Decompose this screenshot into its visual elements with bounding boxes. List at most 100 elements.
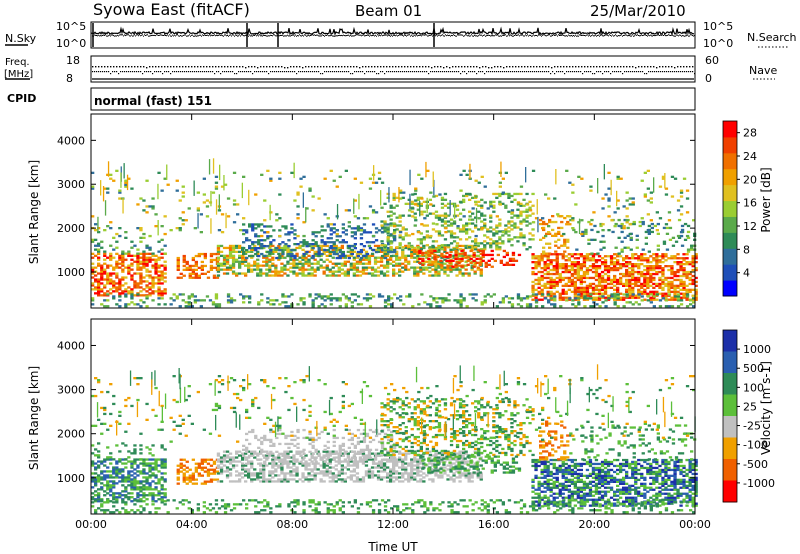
range-cell	[121, 476, 125, 479]
range-cell	[112, 248, 116, 251]
range-cell	[359, 243, 364, 246]
range-cell	[182, 264, 186, 268]
range-cell	[124, 458, 128, 461]
range-cell	[343, 262, 347, 265]
range-cell	[194, 482, 198, 485]
range-cell	[226, 295, 231, 298]
range-cell	[127, 450, 131, 453]
range-cell	[670, 268, 674, 272]
range-cell	[622, 274, 626, 278]
range-cell	[446, 274, 450, 277]
range-cell	[458, 248, 463, 251]
range-cell	[495, 242, 499, 245]
range-cell	[205, 295, 210, 298]
range-cell	[331, 450, 335, 453]
range-cell	[368, 305, 373, 308]
range-cell	[398, 256, 402, 259]
range-cell	[416, 462, 420, 465]
range-cell	[169, 297, 173, 300]
range-cell	[613, 303, 617, 306]
range-cell	[452, 472, 456, 475]
range-cell	[163, 276, 167, 279]
range-cell	[244, 474, 248, 477]
range-cell	[91, 238, 95, 241]
range-cell	[501, 299, 505, 302]
range-cell	[452, 478, 456, 481]
range-cell	[528, 206, 532, 209]
range-cell	[248, 225, 252, 228]
range-cell	[343, 260, 347, 263]
range-cell	[416, 196, 420, 199]
range-cell	[446, 478, 450, 481]
range-cell	[537, 265, 541, 268]
range-cell	[396, 297, 400, 300]
range-cell	[559, 305, 563, 308]
range-cell	[658, 261, 662, 264]
range-cell	[423, 217, 427, 220]
range-cell	[646, 286, 650, 289]
range-cell	[428, 266, 432, 269]
range-cell	[383, 228, 387, 231]
range-cell	[370, 268, 375, 271]
range-cell	[373, 256, 378, 259]
range-cell	[244, 456, 248, 459]
range-cell	[296, 191, 300, 194]
range-cell	[413, 248, 417, 251]
range-cell	[191, 268, 195, 271]
range-cell	[667, 286, 671, 289]
range-cell	[356, 250, 361, 254]
range-cell	[229, 299, 234, 302]
power-heatmap	[91, 158, 698, 308]
range-cell	[216, 258, 221, 261]
range-cell	[489, 238, 493, 241]
range-cell	[346, 460, 350, 463]
range-cell	[106, 476, 110, 479]
range-cell	[133, 484, 137, 487]
range-cell	[130, 474, 134, 477]
range-cell	[283, 476, 287, 479]
range-cell	[555, 272, 559, 276]
range-cell	[350, 301, 354, 304]
range-cell	[364, 262, 369, 265]
range-cell	[268, 266, 272, 269]
range-cell	[528, 246, 532, 249]
range-cell	[576, 276, 580, 280]
range-cell	[477, 228, 481, 231]
range-cell	[325, 474, 329, 477]
range-cell	[573, 280, 577, 284]
range-cell	[182, 258, 186, 262]
range-cell	[242, 175, 246, 178]
range-cell	[217, 209, 222, 212]
range-cell	[353, 237, 357, 240]
range-cell	[322, 244, 326, 248]
range-cell	[398, 472, 402, 475]
range-cell	[160, 484, 164, 487]
range-cell	[247, 266, 251, 269]
range-cell	[142, 280, 146, 283]
range-cell	[589, 223, 593, 226]
range-cell	[685, 234, 690, 238]
range-cell	[241, 254, 245, 257]
range-cell	[335, 232, 339, 236]
range-cell	[238, 272, 242, 275]
range-cell	[416, 244, 420, 248]
range-cell	[112, 472, 116, 475]
range-cell	[301, 258, 305, 261]
range-cell	[127, 303, 131, 306]
range-cell	[337, 456, 341, 459]
range-cell	[428, 478, 432, 481]
range-cell	[495, 215, 499, 218]
range-cell	[498, 222, 502, 225]
range-cell	[265, 464, 269, 467]
range-cell	[97, 292, 101, 295]
range-cell	[175, 227, 179, 230]
range-cell	[568, 297, 572, 300]
range-cell	[667, 219, 672, 222]
range-cell	[640, 284, 644, 287]
range-cell	[392, 472, 396, 475]
range-cell	[468, 222, 472, 225]
range-cell	[257, 235, 261, 238]
range-cell	[629, 238, 633, 241]
range-cell	[274, 264, 278, 267]
range-cell	[619, 296, 623, 299]
